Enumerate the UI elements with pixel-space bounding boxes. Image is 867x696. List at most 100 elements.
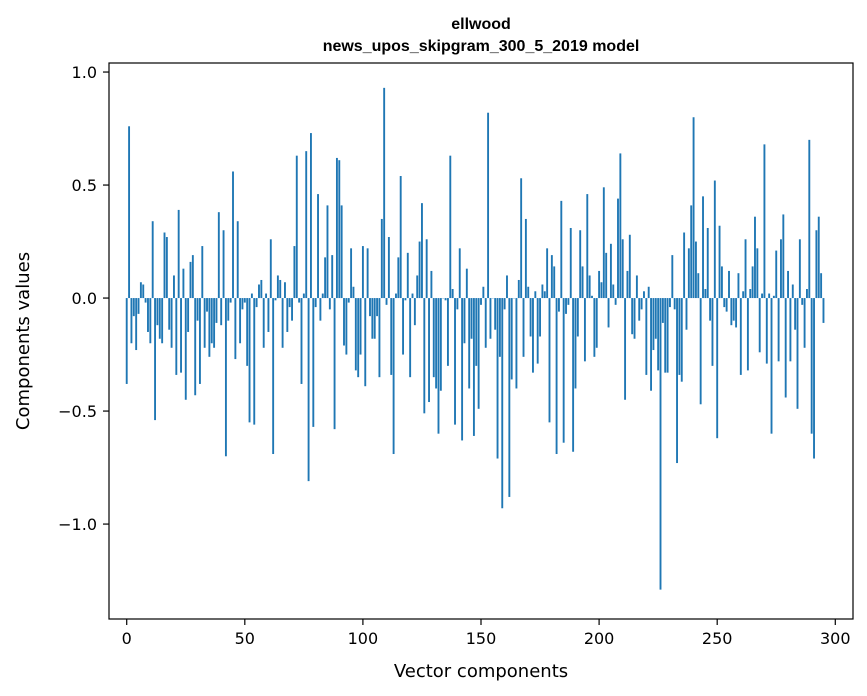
bar-117 xyxy=(402,298,404,355)
bar-261 xyxy=(742,291,745,299)
y-tick-label: 0.5 xyxy=(72,176,97,195)
bar-119 xyxy=(406,252,409,299)
x-axis-ticks: 0 50 100 150 200 250 300 xyxy=(122,619,851,648)
bar-55 xyxy=(255,298,258,308)
bar-191 xyxy=(576,298,579,337)
bar-276 xyxy=(777,298,780,362)
bar-7 xyxy=(142,284,145,299)
bar-122 xyxy=(413,298,416,326)
bar-10 xyxy=(149,298,152,344)
bar-169 xyxy=(524,218,527,299)
bar-8 xyxy=(144,298,147,303)
bar-217 xyxy=(638,298,641,321)
bar-151 xyxy=(482,286,485,299)
bar-41 xyxy=(222,230,225,299)
bar-104 xyxy=(371,298,374,339)
x-tick-label: 50 xyxy=(235,629,255,648)
bar-147 xyxy=(472,298,475,436)
bar-229 xyxy=(666,298,669,373)
bar-249 xyxy=(713,180,716,299)
bar-135 xyxy=(444,298,447,301)
bar-47 xyxy=(236,221,239,299)
bar-240 xyxy=(692,117,695,299)
bar-112 xyxy=(390,298,393,375)
bar-202 xyxy=(602,187,605,299)
bar-223 xyxy=(652,298,655,351)
bar-37 xyxy=(213,298,216,348)
bar-285 xyxy=(798,239,801,299)
bar-250 xyxy=(716,298,719,439)
bar-106 xyxy=(376,298,379,317)
bar-105 xyxy=(373,298,376,339)
bar-6 xyxy=(139,282,142,299)
bar-77 xyxy=(307,298,310,482)
bar-25 xyxy=(184,298,187,400)
bar-124 xyxy=(418,241,421,299)
bar-57 xyxy=(260,279,263,299)
bar-3 xyxy=(132,298,135,317)
y-tick-label: 0.0 xyxy=(72,289,97,308)
bar-53 xyxy=(250,293,253,299)
bar-23 xyxy=(180,298,182,373)
bar-246 xyxy=(706,227,709,299)
bar-234 xyxy=(678,298,681,375)
bar-133 xyxy=(439,298,442,391)
bar-69 xyxy=(288,298,291,308)
bar-290 xyxy=(810,298,813,434)
bar-152 xyxy=(484,298,487,348)
bar-184 xyxy=(560,200,563,299)
plot-frame xyxy=(108,62,854,620)
bar-123 xyxy=(416,275,419,299)
bar-86 xyxy=(328,298,331,310)
x-tick-label: 100 xyxy=(348,629,379,648)
bar-188 xyxy=(569,227,572,299)
bar-75 xyxy=(302,293,305,299)
bar-103 xyxy=(369,298,371,317)
bar-51 xyxy=(246,298,249,366)
bar-288 xyxy=(806,289,808,299)
bar-238 xyxy=(687,248,690,299)
bar-281 xyxy=(789,298,792,362)
bar-166 xyxy=(517,279,520,299)
bar-187 xyxy=(567,298,570,305)
bar-204 xyxy=(607,298,610,328)
bar-73 xyxy=(298,298,301,303)
bar-13 xyxy=(156,298,159,326)
bar-264 xyxy=(749,289,752,299)
bar-11 xyxy=(151,221,154,299)
bar-177 xyxy=(543,291,546,299)
bar-157 xyxy=(496,298,499,459)
bar-138 xyxy=(451,289,454,299)
bar-111 xyxy=(387,237,390,299)
bar-63 xyxy=(274,298,277,301)
bar-230 xyxy=(669,298,671,308)
bar-211 xyxy=(624,298,627,400)
bar-256 xyxy=(730,298,733,326)
bar-125 xyxy=(421,203,423,299)
bar-190 xyxy=(574,298,577,389)
x-tick-label: 250 xyxy=(702,629,733,648)
bar-61 xyxy=(269,239,272,299)
bar-175 xyxy=(539,298,541,337)
bar-271 xyxy=(765,298,768,364)
bar-231 xyxy=(671,255,674,299)
bar-159 xyxy=(501,298,504,509)
bar-221 xyxy=(647,286,650,299)
bar-259 xyxy=(737,273,740,299)
bar-98 xyxy=(357,298,360,378)
bar-226 xyxy=(659,298,662,590)
bar-40 xyxy=(220,298,223,326)
bar-101 xyxy=(364,298,367,387)
bar-168 xyxy=(522,298,525,357)
bar-78 xyxy=(310,133,312,299)
bar-88 xyxy=(333,298,336,430)
bar-107 xyxy=(378,298,381,378)
bar-203 xyxy=(605,252,608,299)
bar-20 xyxy=(173,275,175,299)
bar-58 xyxy=(262,298,265,348)
bar-295 xyxy=(822,298,825,323)
bar-254 xyxy=(725,298,728,312)
bar-39 xyxy=(217,212,220,299)
bar-153 xyxy=(487,112,490,299)
